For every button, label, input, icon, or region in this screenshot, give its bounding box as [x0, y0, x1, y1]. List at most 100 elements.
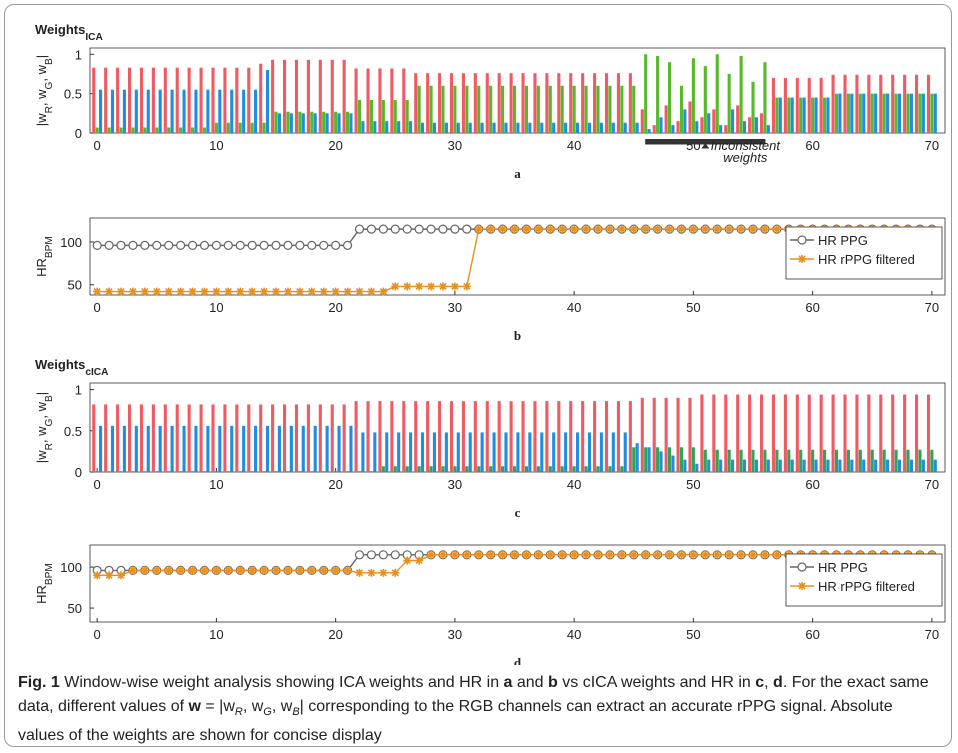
bar	[715, 54, 719, 133]
bar	[143, 127, 147, 133]
point	[283, 287, 292, 296]
bar	[409, 432, 413, 472]
point	[653, 225, 662, 234]
point	[713, 225, 722, 234]
bar	[480, 122, 484, 133]
y-tick-label: 1	[75, 383, 82, 398]
bar	[783, 394, 787, 472]
bar	[322, 471, 326, 472]
bar	[652, 125, 656, 133]
bar	[306, 59, 310, 133]
x-tick-label: 30	[448, 300, 462, 315]
bar	[214, 471, 218, 472]
bar	[536, 85, 540, 133]
bar	[242, 89, 246, 133]
bar	[274, 111, 278, 133]
y-tick-label: 50	[68, 278, 82, 293]
point	[117, 571, 126, 580]
bar	[676, 121, 680, 133]
point	[378, 550, 388, 560]
caption: Fig. 1 Window-wise weight analysis showi…	[18, 671, 943, 748]
point	[223, 240, 233, 250]
point	[522, 225, 531, 234]
bar	[271, 59, 275, 133]
bar	[417, 85, 421, 133]
bar	[826, 459, 830, 472]
bar	[504, 432, 508, 472]
bar	[337, 425, 341, 472]
bar	[691, 58, 695, 134]
bar	[282, 59, 287, 133]
bar	[206, 89, 210, 133]
point	[200, 566, 209, 575]
bar	[110, 425, 115, 472]
point	[295, 566, 304, 575]
bar	[119, 127, 123, 133]
panel-label: a	[514, 166, 521, 181]
point	[307, 287, 316, 296]
bar	[886, 459, 890, 472]
bar	[301, 425, 305, 472]
bar	[647, 129, 651, 133]
bar	[933, 459, 937, 472]
legend-box	[785, 226, 943, 280]
bar	[235, 67, 239, 133]
bar	[92, 404, 96, 472]
bar	[489, 85, 493, 133]
bar	[286, 111, 290, 133]
x-tick-label: 40	[567, 138, 581, 153]
point	[295, 240, 305, 250]
bar	[485, 401, 489, 472]
x-tick-label: 60	[805, 300, 819, 315]
point	[522, 550, 531, 559]
point	[104, 240, 114, 250]
bar	[310, 111, 314, 133]
x-tick-label: 70	[925, 627, 939, 642]
y-tick-label: 100	[60, 235, 82, 250]
x-tick-label: 50	[686, 627, 700, 642]
bar	[456, 122, 460, 133]
bar	[509, 401, 513, 472]
bar	[477, 466, 481, 472]
x-tick-label: 0	[94, 627, 101, 642]
bar	[652, 397, 656, 472]
bar	[855, 74, 859, 133]
point	[438, 282, 447, 291]
bar	[659, 451, 663, 472]
point	[188, 287, 197, 296]
bar	[449, 73, 454, 133]
y-axis-label: HRBPM	[34, 563, 55, 604]
bar	[632, 447, 636, 472]
bar	[787, 97, 791, 133]
bar	[667, 62, 672, 133]
bar	[926, 74, 931, 133]
bar	[155, 471, 159, 472]
bar	[751, 81, 755, 133]
point	[248, 566, 257, 575]
axes-box	[89, 217, 946, 296]
bar	[194, 425, 198, 472]
bar	[575, 432, 580, 472]
point	[402, 224, 412, 234]
bar	[492, 432, 496, 472]
label-run: , w	[34, 426, 49, 443]
bar	[432, 432, 436, 472]
caption-run: . For the exact same data, different val…	[18, 674, 929, 715]
bar	[802, 97, 806, 133]
bar	[461, 73, 465, 133]
bar	[254, 425, 258, 472]
bar	[719, 459, 723, 472]
point	[641, 550, 650, 559]
x-tick-label: 50	[686, 477, 700, 492]
bar	[759, 394, 764, 472]
bar	[795, 394, 799, 472]
bar	[325, 113, 329, 133]
bar	[334, 111, 338, 133]
bar	[850, 93, 854, 133]
bar	[823, 449, 827, 472]
bar	[134, 425, 138, 472]
point	[582, 225, 591, 234]
point	[152, 240, 162, 250]
x-tick-label: 30	[448, 477, 462, 492]
y-tick-label: 0	[75, 126, 82, 141]
